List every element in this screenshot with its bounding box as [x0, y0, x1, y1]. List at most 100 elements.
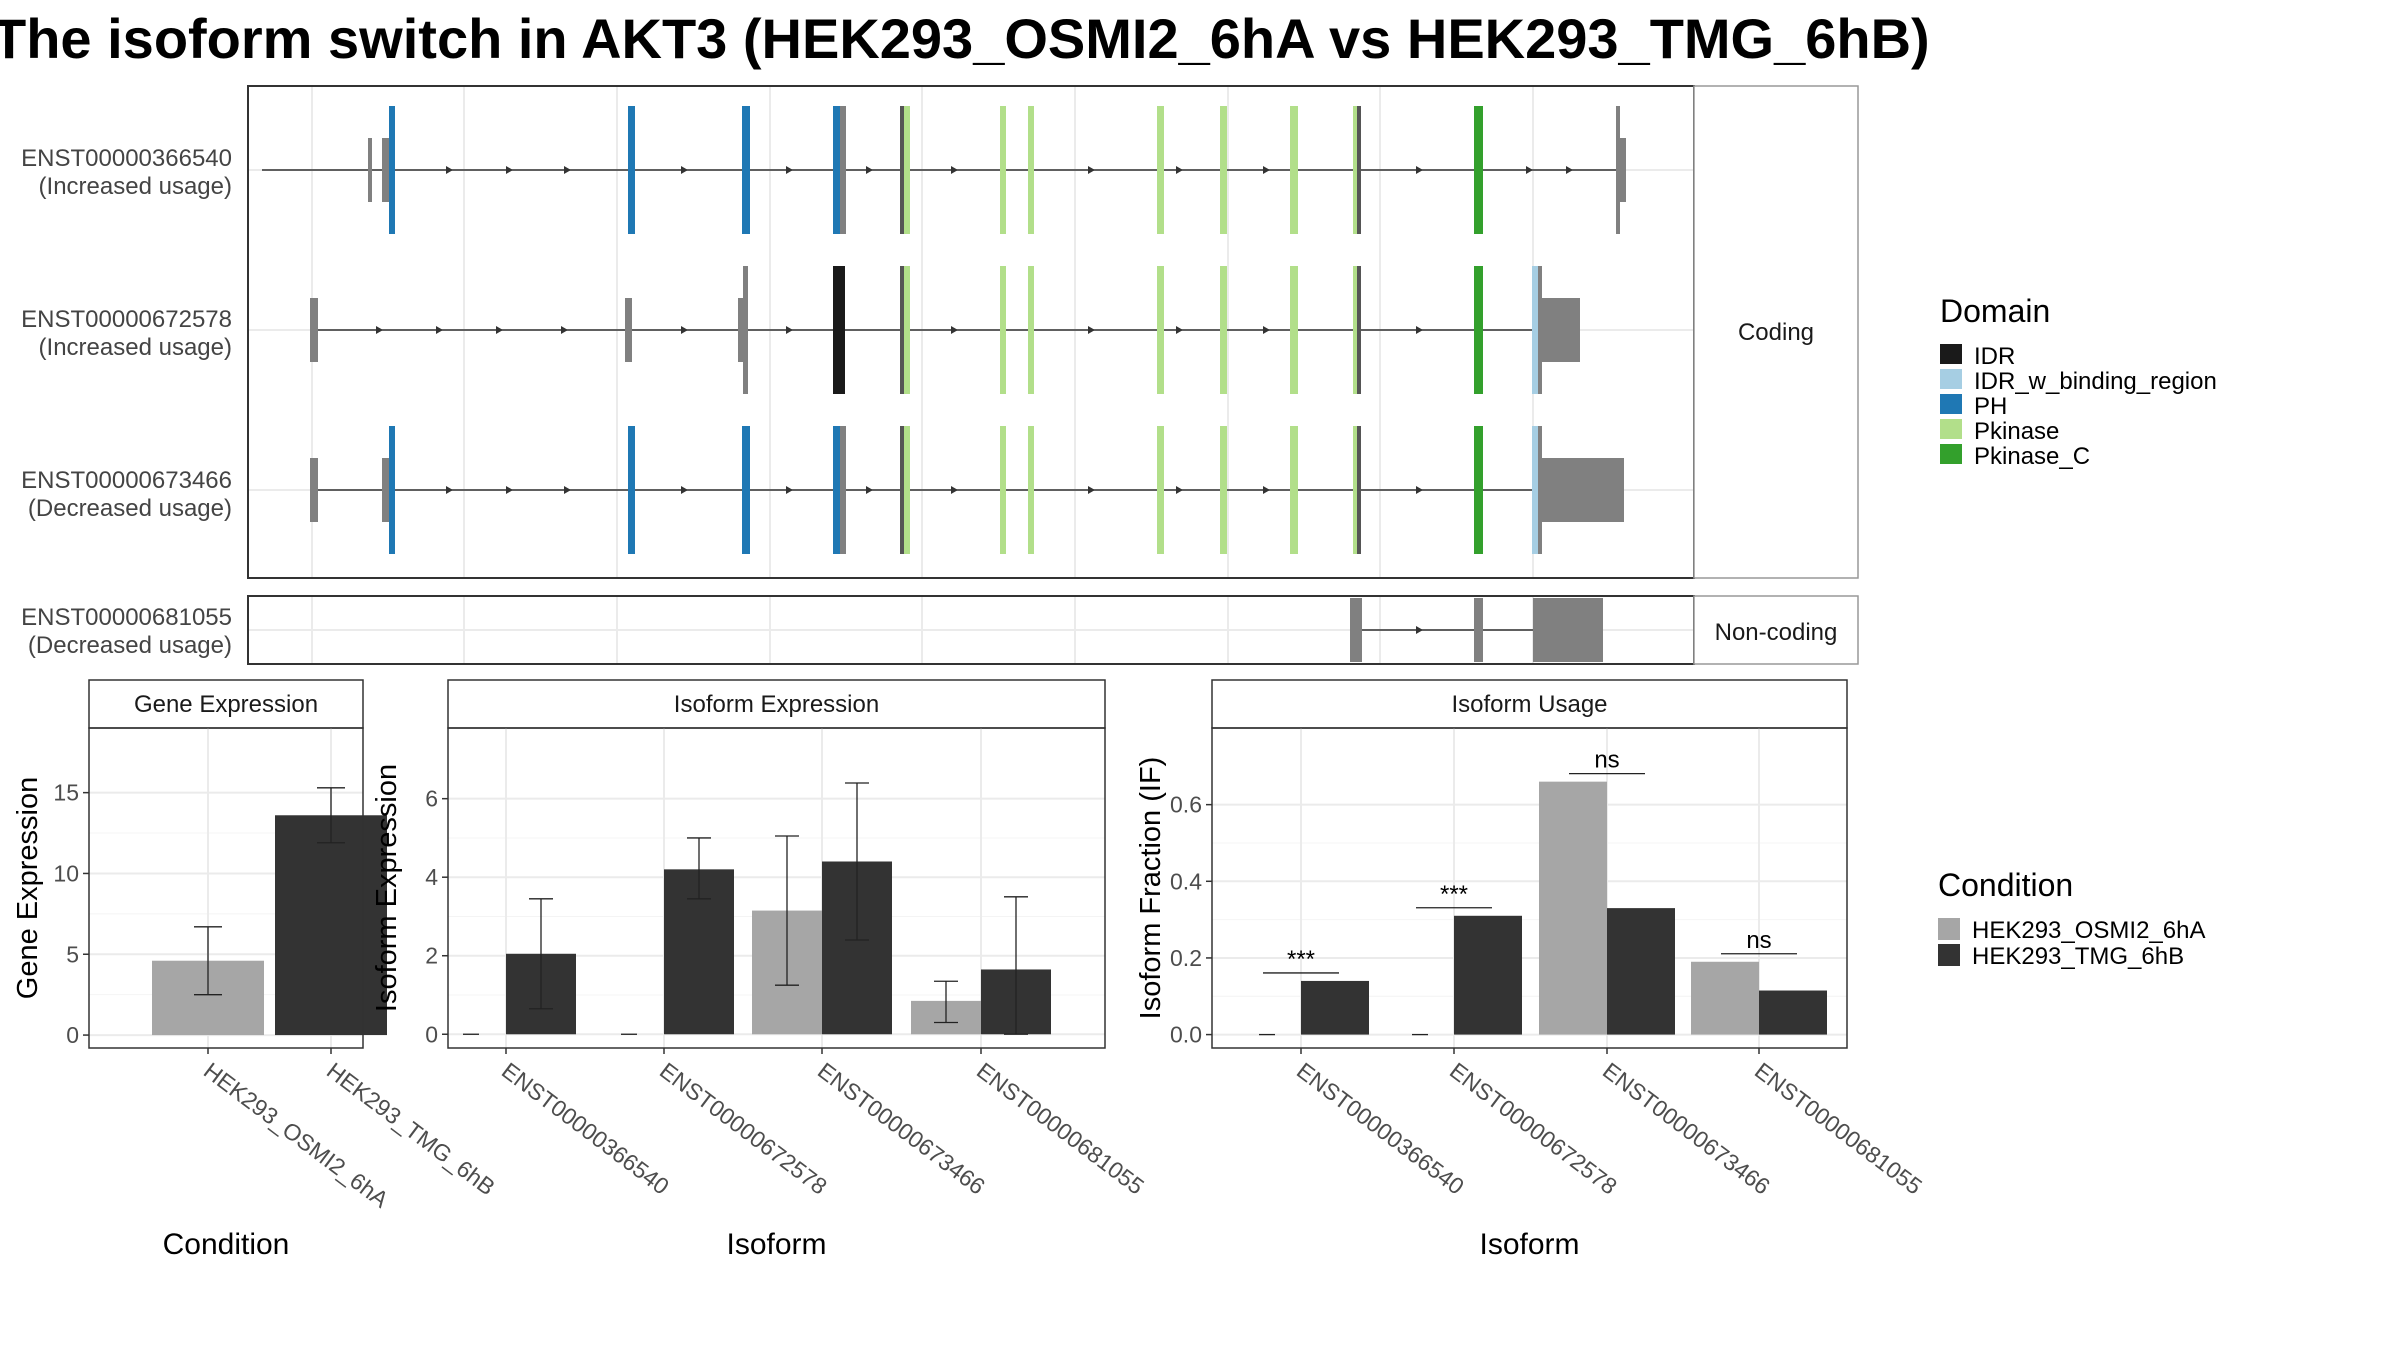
domain-exon-pkinase [1028, 426, 1034, 554]
noncoding-exon [1474, 598, 1483, 662]
legend-swatch-condition-b [1938, 944, 1960, 966]
domain-exon-pkinase [1157, 426, 1164, 554]
intron-arrow [1176, 326, 1183, 334]
panel-strip [88, 679, 364, 729]
domain-exon-ph [742, 106, 750, 234]
domain-exon-ph [389, 426, 395, 554]
intron-arrow [1263, 326, 1270, 334]
noncoding-strip-label: Non-coding [1715, 619, 1838, 646]
cds-exon [1538, 266, 1542, 394]
panel-strip [447, 679, 1106, 729]
coding-panel-frame [247, 85, 1695, 579]
noncoding-exon [1350, 598, 1362, 662]
panel-title: Gene Expression [134, 691, 318, 718]
y-tick-label: 4 [425, 864, 438, 890]
cds-exon [1616, 106, 1620, 234]
intron-arrow [1416, 166, 1423, 174]
intron-arrow [866, 166, 873, 174]
domain-exon-ph [628, 106, 635, 234]
gene-expression-chart: Gene Expression 0 5 10 15 Gene Expression HEK2… [12, 679, 500, 1261]
intron-arrow [681, 326, 688, 334]
intron-arrow [506, 166, 513, 174]
domain-exon-pkinase [1290, 266, 1298, 394]
x-tick-label: ENST00000681055 [972, 1057, 1149, 1199]
utr-exon [382, 458, 390, 522]
tx-label-id: ENST00000673466 [21, 467, 232, 494]
x-tick-label: ENST00000672578 [655, 1057, 832, 1199]
panel-border [88, 727, 364, 1049]
cds-exon [900, 426, 904, 554]
domain-exon-pkinase [1000, 106, 1006, 234]
domain-exon-pkinase_c [1474, 106, 1483, 234]
intron-arrow [866, 486, 873, 494]
panel-title: Isoform Expression [674, 691, 879, 718]
domain-exon-idr [833, 266, 845, 394]
domain-exon-pkinase [1157, 106, 1164, 234]
domain-exon-pkinase_c [1474, 426, 1483, 554]
x-axis-label: Isoform [726, 1228, 826, 1261]
y-axis-label: Isoform Fraction (IF) [1135, 757, 1167, 1020]
intron-arrow [1416, 326, 1423, 334]
intron-arrow [564, 486, 571, 494]
tx-label-usage: (Decreased usage) [28, 632, 232, 659]
domain-exon-pkinase [1000, 266, 1006, 394]
bars: *** *** ns ns [1259, 747, 1827, 1036]
panel-strip [1211, 679, 1848, 729]
legend-swatch-pkinase [1940, 419, 1962, 439]
domain-exon-pkinase [1353, 426, 1359, 554]
legend-label-pkinase: Pkinase [1974, 418, 2059, 445]
transcript-tracks [262, 106, 1626, 662]
significance-label: *** [1440, 881, 1468, 908]
cds-exon [743, 266, 748, 394]
tx-label-id: ENST00000672578 [21, 306, 232, 333]
y-axis-label: Isoform Expression [371, 764, 403, 1012]
legend-label-idr: IDR [1974, 343, 2015, 370]
y-tick-label: 0.2 [1170, 945, 1202, 971]
y-tick-label: 15 [53, 780, 79, 806]
domain-exon-pkinase [1290, 106, 1298, 234]
x-tick-label: ENST00000672578 [1445, 1057, 1622, 1199]
intron-arrow [1416, 486, 1423, 494]
legend-swatch-idr-binding [1940, 369, 1962, 389]
y-axis: 0 5 10 15 Gene Expression [12, 777, 89, 1048]
x-tick-label: ENST00000366540 [1292, 1057, 1469, 1199]
domain-legend: Domain IDR IDR_w_binding_region PH Pkina… [1940, 293, 2217, 470]
intron-arrow [496, 326, 503, 334]
y-tick-label: 5 [66, 941, 79, 967]
intron-arrow [1263, 486, 1270, 494]
y-tick-label: 10 [53, 860, 79, 886]
intron-arrow [564, 166, 571, 174]
intron-arrow [1176, 486, 1183, 494]
significance-label: ns [1594, 747, 1619, 774]
condition-legend-title: Condition [1938, 867, 2073, 903]
panel-border [447, 727, 1106, 1049]
legend-label-idr-binding: IDR_w_binding_region [1974, 368, 2217, 395]
cds-exon [900, 106, 904, 234]
x-tick-label: ENST00000673466 [1598, 1057, 1775, 1199]
bar [1539, 781, 1607, 1035]
domain-exon-pkinase [1028, 266, 1034, 394]
transcript-structure-panel: Coding Non-coding ENST00000366540 (Incre… [21, 85, 1859, 665]
domain-exon-ph [833, 426, 840, 554]
utr-exon [1542, 458, 1624, 522]
domain-exon-idr-binding [1532, 426, 1538, 554]
bar [1301, 980, 1369, 1035]
intron-arrow [561, 326, 568, 334]
panel-border [1211, 727, 1848, 1049]
legend-label-condition-b: HEK293_TMG_6hB [1972, 943, 2184, 970]
bars [152, 787, 387, 1036]
cds-exon [840, 106, 846, 234]
domain-exon-pkinase [1028, 106, 1034, 234]
noncoding-exon [1533, 598, 1603, 662]
domain-exon-pkinase [903, 426, 910, 554]
y-tick-label: 0 [66, 1022, 79, 1048]
intron-arrow [1263, 166, 1270, 174]
legend-label-pkinase-c: Pkinase_C [1974, 443, 2090, 470]
x-tick-label: ENST00000366540 [497, 1057, 674, 1199]
bars [463, 782, 1051, 1035]
x-axis-label: Condition [163, 1228, 290, 1261]
significance-label: *** [1287, 946, 1315, 973]
intron-arrow [786, 166, 793, 174]
